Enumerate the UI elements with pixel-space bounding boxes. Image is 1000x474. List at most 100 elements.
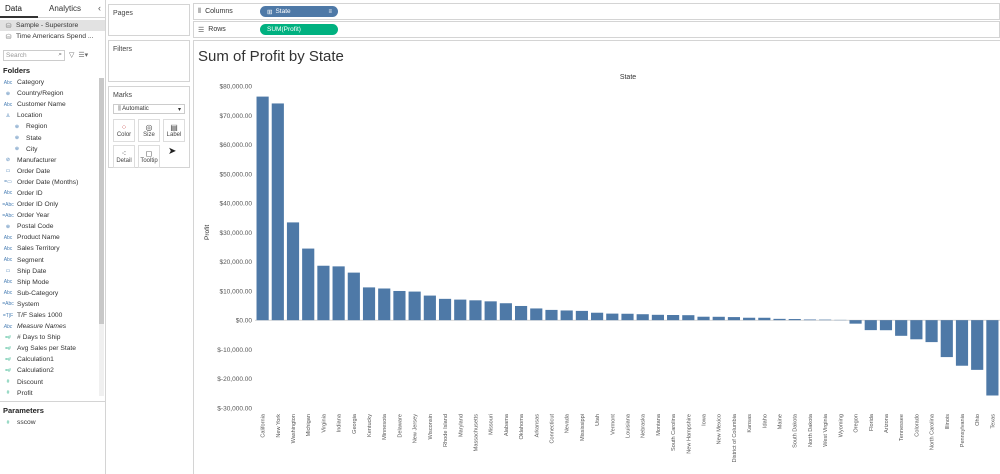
datasource-item[interactable]: ⛁ Sample - Superstore xyxy=(0,20,105,31)
x-tick-label: Texas xyxy=(990,414,996,429)
field-type-icon: =Abc xyxy=(2,201,14,208)
bar-chart-icon: ⫼ xyxy=(118,105,123,112)
field-item[interactable]: ⊕ Postal Code xyxy=(0,221,105,232)
field-item[interactable]: ⊕ Region xyxy=(0,121,105,132)
detail-button-label: Detail xyxy=(116,158,132,164)
x-tick-label: Maine xyxy=(778,414,784,429)
chevron-left-icon[interactable]: ‹ xyxy=(98,3,101,13)
field-item[interactable]: =# Calculation1 xyxy=(0,354,105,365)
field-item[interactable]: ⊕ State xyxy=(0,132,105,143)
x-tick-label: Arizona xyxy=(884,413,890,433)
field-item[interactable]: =T|F T/F Sales 1000 xyxy=(0,310,105,321)
filter-icon[interactable]: ▽ xyxy=(69,52,75,59)
field-item[interactable]: Abc Customer Name xyxy=(0,99,105,110)
field-item[interactable]: ▭ Ship Date xyxy=(0,266,105,277)
detail-button[interactable]: ⁖ Detail xyxy=(113,145,135,168)
bar-georgia xyxy=(347,272,360,321)
field-item[interactable]: # Discount xyxy=(0,377,105,388)
field-item[interactable]: ▭ Order Date xyxy=(0,166,105,177)
field-label: Sub-Category xyxy=(17,289,59,297)
field-item[interactable]: ♙ Location xyxy=(0,110,105,121)
profit-pill-label: SUM(Profit) xyxy=(267,26,301,33)
field-item[interactable]: =# # Days to Ship xyxy=(0,332,105,343)
x-tick-label: New Mexico xyxy=(717,414,723,444)
field-item[interactable]: # Profit xyxy=(0,388,105,399)
field-item[interactable]: Abc Order ID xyxy=(0,188,105,199)
tab-data[interactable]: Data xyxy=(0,0,38,18)
field-scrollbar[interactable] xyxy=(99,78,104,396)
field-label: Manufacturer xyxy=(17,156,57,164)
field-item[interactable]: =# Avg Sales per State xyxy=(0,343,105,354)
columns-shelf[interactable]: ⦀ Columns ⊞ State ≡ xyxy=(193,3,1000,20)
x-tick-label: District of Columbia xyxy=(732,413,738,462)
size-button[interactable]: ◎ Size xyxy=(138,119,160,142)
rows-shelf[interactable]: ☰ Rows SUM(Profit) xyxy=(193,21,1000,38)
field-item[interactable]: Abc Ship Mode xyxy=(0,277,105,288)
field-item[interactable]: ⊘ Manufacturer xyxy=(0,155,105,166)
profit-pill[interactable]: SUM(Profit) xyxy=(260,24,338,35)
scroll-thumb[interactable] xyxy=(99,78,104,324)
pages-card[interactable]: Pages xyxy=(108,4,190,36)
color-button[interactable]: ⁘ Color xyxy=(113,119,135,142)
color-dots-icon: ⁘ xyxy=(120,123,128,132)
label-icon: ▤ xyxy=(170,123,178,132)
label-button-label: Label xyxy=(166,132,182,138)
label-button[interactable]: ▤ Label xyxy=(163,119,185,142)
filters-card[interactable]: Filters xyxy=(108,40,190,82)
bar-washington xyxy=(286,222,300,321)
x-tick-label: Virginia xyxy=(321,413,327,432)
field-item[interactable]: =▭ Order Date (Months) xyxy=(0,177,105,188)
datasource-item[interactable]: ⛁ Time Americans Spend ... xyxy=(0,31,105,42)
field-item[interactable]: Abc Sub-Category xyxy=(0,288,105,299)
field-label: Order ID xyxy=(17,189,43,197)
field-item[interactable]: =Abc Order ID Only xyxy=(0,199,105,210)
field-item[interactable]: Abc Segment xyxy=(0,255,105,266)
field-item[interactable]: Abc Product Name xyxy=(0,232,105,243)
bar-kentucky xyxy=(362,287,376,321)
bar-illinois xyxy=(940,320,953,358)
x-tick-label: Georgia xyxy=(352,413,358,434)
datasource-icon: ⛁ xyxy=(5,22,12,30)
field-type-icon: Abc xyxy=(3,79,13,86)
field-item[interactable]: =Abc Order Year xyxy=(0,210,105,221)
bar-south-carolina xyxy=(667,315,680,321)
field-item[interactable]: =Abc System xyxy=(0,299,105,310)
search-input[interactable]: Search ⌕ xyxy=(3,49,65,61)
tooltip-button[interactable]: ◻ Tooltip xyxy=(138,145,160,168)
bar-wisconsin xyxy=(423,295,436,321)
field-item[interactable]: =# Calculation2 xyxy=(0,365,105,376)
parameter-item[interactable]: # sscow xyxy=(0,417,105,428)
bar-louisiana xyxy=(621,313,634,321)
field-type-icon: ⊕ xyxy=(5,90,11,97)
mark-type-select[interactable]: ⫼ Automatic ▾ xyxy=(113,104,185,114)
bar-nevada xyxy=(560,310,573,321)
field-type-icon: Abc xyxy=(3,234,13,241)
bar-massachusetts xyxy=(469,300,482,321)
x-tick-label: Colorado xyxy=(914,414,920,437)
field-item[interactable]: ⊕ Country/Region xyxy=(0,88,105,99)
state-pill[interactable]: ⊞ State ≡ xyxy=(260,6,338,17)
field-type-icon: # xyxy=(6,390,10,397)
field-label: Calculation1 xyxy=(17,356,54,364)
bar-utah xyxy=(591,312,604,321)
field-type-icon: ⊕ xyxy=(14,135,20,142)
field-item[interactable]: Abc Sales Territory xyxy=(0,243,105,254)
field-item[interactable]: Abc Category xyxy=(0,77,105,88)
tooltip-icon: ◻ xyxy=(145,149,153,158)
field-type-icon: =T|F xyxy=(2,312,14,319)
tab-analytics[interactable]: Analytics xyxy=(49,3,82,13)
bar-district-of-columbia xyxy=(727,317,741,321)
x-tick-label: Oklahoma xyxy=(519,413,525,439)
list-view-icon[interactable]: ☰▾ xyxy=(78,52,89,59)
bar-oregon xyxy=(849,320,862,324)
bar-iowa xyxy=(697,316,710,321)
field-item[interactable]: ⊕ City xyxy=(0,144,105,155)
field-item[interactable]: Abc Measure Names xyxy=(0,321,105,332)
x-tick-label: Michigan xyxy=(306,414,312,436)
bar-delaware xyxy=(393,290,406,321)
columns-icon: ⦀ xyxy=(198,7,202,15)
field-type-icon: Abc xyxy=(3,190,13,197)
field-type-icon: Abc xyxy=(3,279,13,286)
bar-new-york xyxy=(271,103,284,321)
x-tick-label: Wyoming xyxy=(838,414,844,437)
